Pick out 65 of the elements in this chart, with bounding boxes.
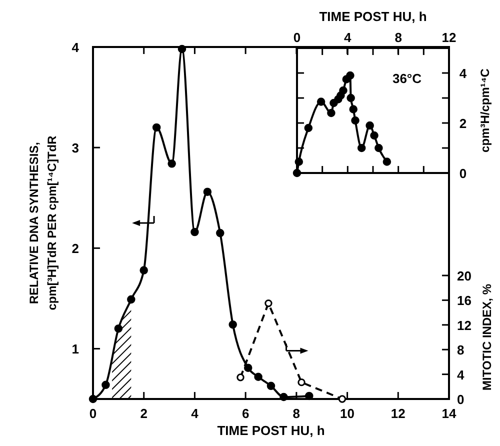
y2-axis-title: MITOTIC INDEX, % xyxy=(480,284,494,390)
point xyxy=(292,168,302,178)
y2-tick-label: 20 xyxy=(457,268,472,284)
y2-tick-label: 8 xyxy=(457,342,464,358)
point xyxy=(244,364,252,372)
point xyxy=(102,380,110,390)
point xyxy=(168,160,176,168)
x-tick-label: 0 xyxy=(89,406,97,421)
x-tick-label: 12 xyxy=(390,406,406,421)
y-tick-label: 0 xyxy=(459,166,467,181)
point xyxy=(298,378,306,386)
point xyxy=(370,131,378,140)
point xyxy=(178,44,186,54)
y-tick-label: 2 xyxy=(459,116,467,131)
y-tick-label: 4 xyxy=(72,40,80,55)
x-tick-label: 4 xyxy=(344,30,352,45)
x-axis-title: TIME POST HU, h xyxy=(217,423,325,438)
point xyxy=(357,144,366,152)
point xyxy=(339,86,348,95)
point xyxy=(264,299,272,308)
point xyxy=(152,123,161,132)
x-axis-title: TIME POST HU, h xyxy=(319,9,427,24)
point xyxy=(382,158,392,166)
y2-tick-label: 12 xyxy=(457,318,472,333)
x-tick-label: 8 xyxy=(292,406,300,421)
x-tick-label: 12 xyxy=(442,30,456,45)
point xyxy=(316,98,326,106)
point xyxy=(366,121,374,130)
x-tick-label: 8 xyxy=(394,30,402,45)
x-tick-label: 2 xyxy=(140,406,148,421)
y-tick-label: 2 xyxy=(72,241,79,256)
point xyxy=(190,228,199,236)
point xyxy=(254,372,262,382)
point xyxy=(349,105,358,114)
x-tick-label: 4 xyxy=(191,406,200,421)
point xyxy=(351,116,360,125)
point xyxy=(127,295,136,304)
point xyxy=(88,394,98,404)
point xyxy=(338,395,346,403)
point xyxy=(114,324,123,333)
point xyxy=(216,228,224,238)
point xyxy=(236,374,244,382)
y-axis-title: cpm³H/cpm¹⁴C xyxy=(478,68,492,152)
y2-tick-label: 16 xyxy=(457,293,472,308)
y-tick-label: 3 xyxy=(72,140,79,156)
point xyxy=(280,392,288,402)
point xyxy=(228,320,237,329)
point xyxy=(266,382,276,390)
point xyxy=(305,392,314,400)
annotation: 36°C xyxy=(392,71,422,86)
x-tick-label: 0 xyxy=(293,30,301,45)
x-tick-label: 6 xyxy=(242,406,250,421)
point xyxy=(140,266,148,274)
point xyxy=(294,158,304,166)
point xyxy=(203,188,212,196)
point xyxy=(346,94,355,102)
point xyxy=(374,144,383,152)
y-tick-label: 1 xyxy=(72,342,79,357)
y-tick-label: 4 xyxy=(459,66,468,81)
x-tick-label: 10 xyxy=(340,406,355,421)
point xyxy=(304,124,313,132)
y-axis-title: RELATIVE DNA SYNTHESIS, cpm[³H]TdR PER cpm[¹⁴C]TdR xyxy=(27,135,59,310)
point xyxy=(327,108,336,118)
x-tick-label: 14 xyxy=(442,406,457,421)
point xyxy=(346,71,354,80)
